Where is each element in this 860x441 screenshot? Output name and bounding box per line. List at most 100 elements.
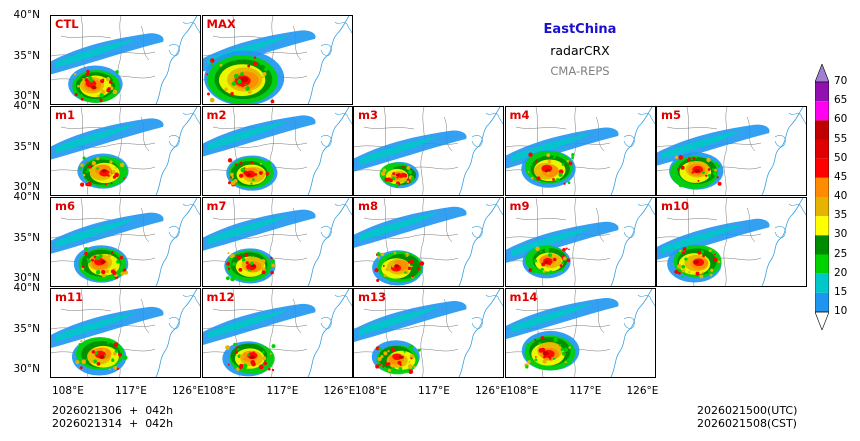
lon-tick-label: 117°E (569, 385, 602, 397)
lon-tick-label: 108°E (52, 385, 84, 397)
panel-label: m10 (661, 199, 689, 213)
radar-map (51, 198, 200, 286)
lat-tick-label: 30°N (13, 363, 40, 375)
panel-label: m3 (358, 108, 378, 122)
radar-map (354, 198, 503, 286)
radar-map (354, 289, 503, 377)
radar-map (51, 289, 200, 377)
lon-tick-label: 117°E (266, 385, 299, 397)
lat-tick-label: 35°N (13, 232, 40, 244)
radar-map (202, 289, 352, 377)
panel-label: m8 (358, 199, 378, 213)
lon-tick-label: 108°E (506, 385, 539, 397)
colorbar-tick-label: 55 (834, 132, 848, 145)
colorbar-bin (815, 139, 829, 159)
colorbar-bin (815, 292, 829, 312)
colorbar-bin (815, 197, 829, 217)
valid-time-cst: 2026021508(CST) (697, 417, 797, 430)
radar-map (202, 198, 352, 286)
init-time-cst: 2026021314 + 042h (52, 417, 174, 430)
lat-tick-label: 40°N (13, 282, 40, 294)
map-panel-m4: m4 (504, 106, 656, 196)
colorbar-tick-label: 35 (834, 209, 848, 222)
panel-label: m7 (206, 199, 227, 213)
radar-map (51, 16, 200, 104)
colorbar-tick-label: 10 (834, 305, 848, 317)
lon-tick-label: 126°E (323, 385, 356, 397)
map-panel-m5: m5 (656, 106, 807, 196)
radar-map (51, 107, 200, 195)
lon-tick-label: 126°E (626, 385, 659, 397)
radar-map (354, 107, 503, 195)
panel-label: m11 (55, 290, 83, 304)
map-panel-max: MAX (201, 15, 353, 105)
colorbar-tick-label: 30 (834, 228, 848, 241)
map-panel-m14: m14 (504, 288, 656, 378)
colorbar-bin (815, 177, 829, 197)
panel-label: m9 (509, 199, 530, 213)
lat-tick-label: 40°N (13, 191, 40, 203)
radar-map (657, 198, 806, 286)
colorbar-tick-label: 60 (834, 113, 848, 126)
panel-label: m1 (55, 108, 75, 122)
lon-tick-label: 126°E (172, 385, 204, 397)
lon-tick-label: 126°E (475, 385, 507, 397)
map-panel-m9: m9 (504, 197, 656, 287)
map-panel-m6: m6 (50, 197, 201, 287)
model-title: CMA-REPS (550, 64, 610, 78)
lon-tick-label: 108°E (355, 385, 387, 397)
map-panel-m2: m2 (201, 106, 353, 196)
colorbar-bin (815, 158, 829, 178)
colorbar-tick-label: 50 (834, 151, 848, 164)
panel-label: MAX (206, 17, 236, 31)
panel-label: m13 (358, 290, 386, 304)
map-panel-m11: m11 (50, 288, 201, 378)
map-panel-m3: m3 (353, 106, 504, 196)
radar-map (505, 107, 655, 195)
region-title: EastChina (543, 22, 617, 37)
colorbar-tick-label: 65 (834, 94, 848, 107)
map-panel-m12: m12 (201, 288, 353, 378)
lat-tick-label: 30°N (13, 90, 40, 102)
colorbar-tick-label: 45 (834, 170, 848, 183)
lat-tick-label: 35°N (13, 50, 40, 62)
map-panel-ctl: CTL (50, 15, 201, 105)
colorbar-tick-label: 15 (834, 285, 848, 298)
map-panel-m8: m8 (353, 197, 504, 287)
radar-map (505, 198, 655, 286)
map-panel-m1: m1 (50, 106, 201, 196)
colorbar-bin (815, 101, 829, 121)
colorbar-bin (815, 273, 829, 293)
panel-label: m12 (206, 290, 235, 304)
colorbar-tick-label: 40 (834, 190, 848, 202)
colorbar-overflow (815, 64, 829, 83)
lat-tick-label: 40°N (13, 100, 40, 112)
colorbar-bin (815, 216, 829, 236)
valid-time-utc: 2026021500(UTC) (697, 404, 798, 417)
colorbar-bin (815, 82, 829, 102)
panel-label: m2 (206, 108, 227, 122)
map-panel-m10: m10 (656, 197, 807, 287)
lat-tick-label: 30°N (13, 181, 40, 193)
panel-label: CTL (55, 17, 79, 31)
panel-label: m4 (509, 108, 530, 122)
lat-tick-label: 35°N (13, 141, 40, 153)
variable-title: radarCRX (550, 43, 610, 58)
init-time-utc: 2026021306 + 042h (52, 404, 174, 417)
map-panel-m7: m7 (201, 197, 353, 287)
panel-label: m5 (661, 108, 681, 122)
lon-tick-label: 117°E (418, 385, 450, 397)
colorbar-bin (815, 235, 829, 255)
lat-tick-label: 40°N (13, 9, 40, 21)
colorbar-tick-label: 20 (834, 266, 848, 279)
lat-tick-label: 35°N (13, 323, 40, 335)
radar-map (657, 107, 806, 195)
panel-label: m6 (55, 199, 75, 213)
panel-label: m14 (509, 290, 538, 304)
colorbar (815, 64, 829, 330)
colorbar-bin (815, 254, 829, 274)
colorbar-tick-label: 25 (834, 247, 848, 260)
map-panel-m13: m13 (353, 288, 504, 378)
colorbar-bin (815, 120, 829, 140)
lon-tick-label: 117°E (115, 385, 147, 397)
